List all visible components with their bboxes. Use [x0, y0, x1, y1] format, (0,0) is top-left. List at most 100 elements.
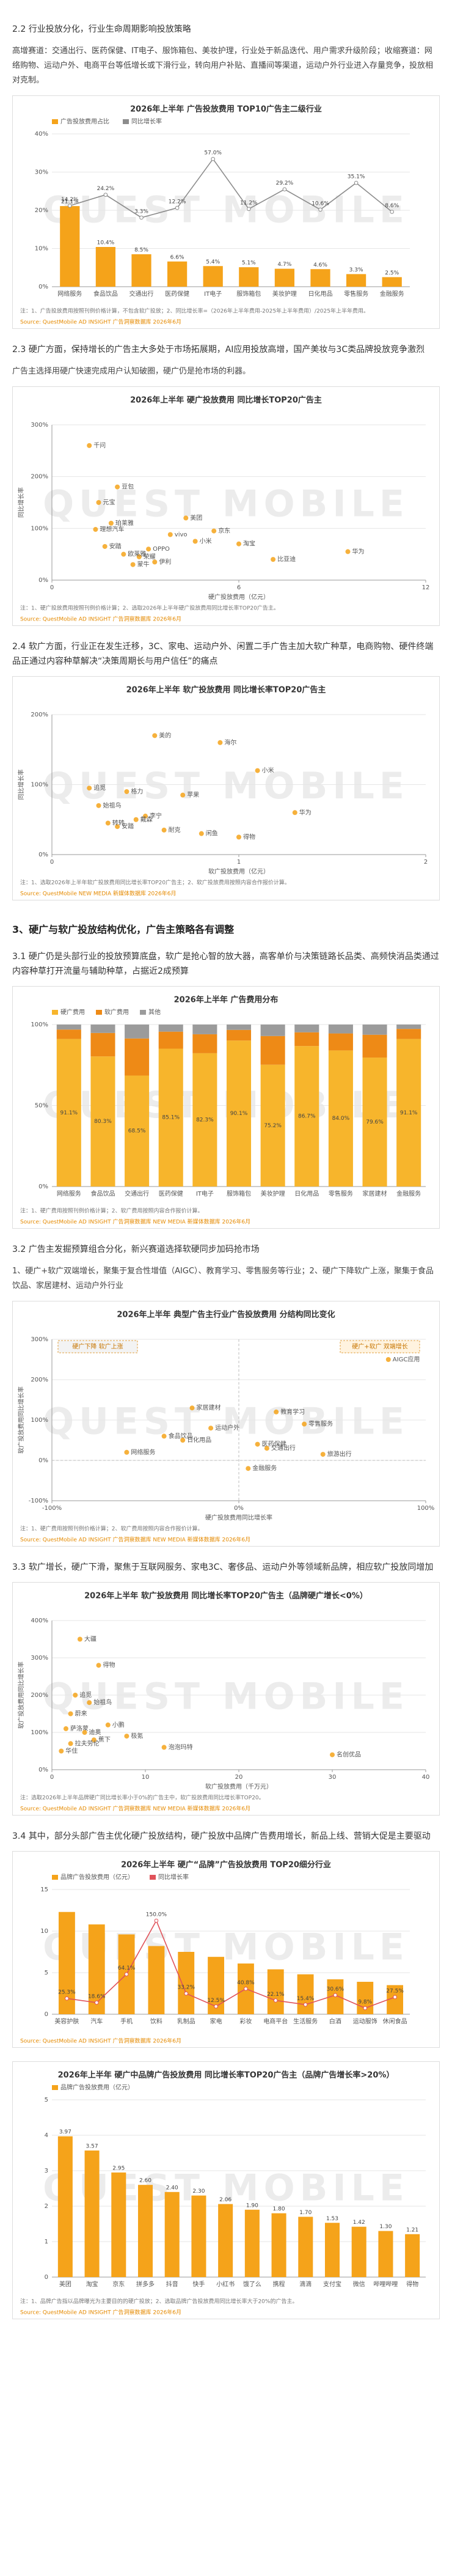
y-axis-label: 软广投放费用同比增长率 [17, 1662, 25, 1729]
x-tick-label: 交通出行 [129, 290, 154, 298]
legend-label: 其他 [148, 1008, 161, 1016]
point [105, 1722, 111, 1728]
x-tick-label: 食品饮品 [93, 290, 118, 298]
y-tick-label: -100% [29, 1498, 48, 1504]
point-label: 教育学习 [280, 1408, 305, 1416]
y-tick-label: 300% [31, 1336, 48, 1343]
chart-card: QUEST MOBILE 2026年上半年 软广投放费用 同比增长率TOP20广告… [12, 1582, 440, 1816]
point [271, 557, 276, 562]
point [320, 1452, 326, 1457]
point-label: 蒙牛 [137, 561, 150, 569]
bar [297, 1974, 314, 2014]
data-label: 1.53 [326, 2216, 338, 2222]
point-label: 旅游出行 [327, 1450, 352, 1458]
data-label: 150.0% [146, 1912, 167, 1918]
legend-swatch [52, 2085, 58, 2090]
point [96, 500, 101, 505]
section-title: 2.4 软广方面，行业正在发生迁移，3C、家电、运动户外、闲置二手广告主加大软广… [12, 642, 434, 666]
data-label: 3.3% [134, 208, 148, 215]
line-marker [273, 1998, 278, 2003]
x-tick-label: 得物 [406, 2280, 418, 2288]
point-label: 安踏 [122, 822, 134, 830]
data-label: 18.6% [88, 1994, 106, 2000]
chart-source: Source: QuestMobile AD INSIGHT 广告洞察数据库 2… [20, 318, 181, 326]
y-tick-label: 3 [45, 2168, 48, 2174]
point [264, 1446, 269, 1451]
x-tick-label: 100% [417, 1505, 435, 1512]
x-tick-label: 运动服饰 [353, 2017, 377, 2025]
bar-segment [328, 1033, 353, 1051]
chart: QUEST MOBILE 2026年上半年 硬广投放费用 同比增长TOP20广告主… [17, 396, 429, 623]
chart-title: 2026年上半年 软广投放费用 同比增长率TOP20广告主（品牌硬广增长<0%） [84, 1591, 368, 1601]
line-marker [68, 204, 72, 208]
bar-segment [396, 1029, 421, 1039]
chart-note: 注：1、硬广费用按照刊例价格计算；2、软广费用按照内容合作报价计算。 [20, 1207, 203, 1215]
bar-segment [192, 1025, 217, 1034]
x-axis-label: 软广投放费用（千万元） [205, 1783, 272, 1790]
chart-title: 2026年上半年 广告投放费用 TOP10广告主二级行业 [130, 105, 322, 114]
line [67, 1919, 395, 2009]
bar-segment [226, 1040, 252, 1187]
bar [60, 206, 80, 287]
x-tick-label: 携程 [273, 2280, 285, 2288]
line-marker [247, 207, 251, 212]
x-tick-label: 美妆护理 [261, 1190, 285, 1198]
point [87, 786, 92, 791]
data-label: 22.1% [267, 1992, 285, 1998]
y-tick-label: 15 [40, 1886, 48, 1893]
point [161, 1433, 167, 1439]
y-tick-label: 20% [35, 207, 48, 214]
x-tick-label: 休闲食品 [383, 2017, 407, 2025]
point-label: 珀莱雅 [115, 519, 134, 527]
legend-swatch [52, 1010, 58, 1015]
y-tick-label: 0% [38, 577, 48, 584]
data-label: 64.1% [118, 1965, 136, 1971]
data-label: 2.30 [192, 2188, 205, 2195]
y-tick-label: 100% [31, 1021, 48, 1028]
bar [137, 2185, 153, 2277]
paragraph: 高增赛道：交通出行、医药保健、IT电子、服饰箱包、美妆护理，行业处于新品迭代、用… [12, 46, 434, 85]
x-tick-label: 生活服务 [293, 2017, 318, 2025]
point [130, 562, 136, 567]
x-tick-label: 2 [424, 859, 428, 866]
point [192, 539, 198, 544]
data-label: 10.4% [97, 240, 115, 246]
x-tick-label: 网络服务 [57, 290, 82, 298]
data-label: 14.2% [61, 197, 79, 203]
bar-segment [158, 1048, 183, 1187]
bar [203, 266, 223, 287]
data-label: 5.4% [206, 259, 220, 265]
legend-swatch [150, 1875, 156, 1880]
y-tick-label: 300% [31, 422, 48, 429]
point-label: 欧莱雅 [128, 550, 146, 558]
data-label: 33.2% [177, 1985, 195, 1991]
watermark: QUEST MOBILE [43, 483, 409, 526]
x-tick-label: 0 [50, 859, 54, 866]
point-label: 拉夫劳伦 [75, 1739, 100, 1747]
data-label: 40.8% [237, 1980, 255, 1986]
point-label: 美团 [190, 513, 202, 521]
point [68, 1741, 73, 1746]
chart-note: 注：1、选取2026年上半年软广投放费用同比增长率TOP20广告主；2、软广投放… [20, 879, 290, 886]
point-label: 大疆 [84, 1635, 97, 1643]
data-label: 2.95 [112, 2165, 125, 2171]
line-marker [244, 1987, 248, 1991]
x-tick-label: 小红书 [216, 2280, 235, 2288]
point [136, 554, 142, 559]
point-label: AIGC应用 [393, 1355, 420, 1363]
x-tick-label: 微信 [353, 2280, 365, 2288]
line-marker [333, 1993, 338, 1998]
chart-title: 2026年上半年 广告费用分布 [174, 995, 279, 1005]
legend-label: 同比增长率 [158, 1873, 189, 1881]
x-tick-label: 40 [422, 1774, 430, 1781]
bar [310, 269, 330, 287]
legend-label: 广告投放费用占比 [60, 117, 109, 125]
point [292, 810, 297, 815]
point-label: 始祖鸟 [93, 1698, 112, 1706]
x-tick-label: 乳制品 [177, 2017, 195, 2025]
bar-segment [396, 1039, 421, 1187]
point-label: 千问 [93, 441, 106, 449]
point [93, 527, 98, 532]
document: 2.2 行业投放分化，行业生命周期影响投放策略 高增赛道：交通出行、医药保健、IT… [12, 24, 440, 2319]
